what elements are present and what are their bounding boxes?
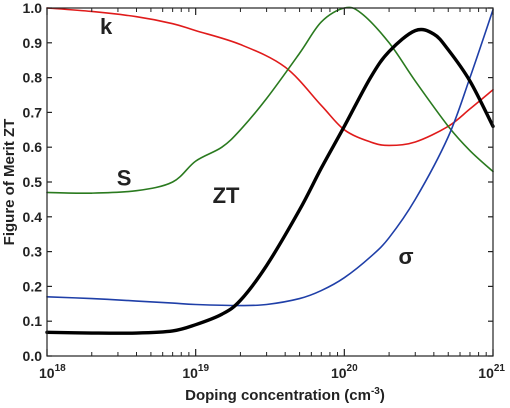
- series-line-k: [46, 7, 494, 147]
- y-axis: 0.0 0.1 0.2 0.3 0.4 0.5 0.6 0.7 0.8 0.9 1.0: [23, 0, 493, 364]
- x-tick-label: 1019: [182, 363, 209, 381]
- curve-label-k: k: [100, 14, 113, 39]
- y-tick-label: 0.0: [23, 348, 43, 364]
- curve-labels: k S ZT σ: [100, 14, 414, 269]
- curve-label-zt: ZT: [213, 183, 240, 208]
- y-tick-label: 0.9: [23, 35, 43, 51]
- y-tick-label: 0.4: [23, 209, 43, 225]
- series-line-s: [46, 6, 494, 194]
- x-tick-label: 1020: [331, 363, 358, 381]
- series-line-sigma: [46, 8, 494, 307]
- y-tick-label: 0.3: [23, 244, 43, 260]
- y-tick-label: 0.1: [23, 313, 43, 329]
- y-tick-label: 0.7: [23, 104, 43, 120]
- x-axis: 1018 1019 1020 1021: [39, 8, 505, 381]
- series-line-zt: [45, 27, 495, 335]
- y-tick-label: 0.6: [23, 139, 43, 155]
- y-tick-label: 1.0: [23, 0, 43, 16]
- x-tick-label: 1018: [39, 363, 66, 381]
- curve-label-s: S: [117, 165, 132, 190]
- y-tick-label: 0.8: [23, 70, 43, 86]
- x-axis-title: Doping concentration (cm-3): [185, 386, 385, 404]
- y-tick-label: 0.2: [23, 278, 43, 294]
- y-axis-title: Figure of Merit ZT: [1, 119, 18, 246]
- curves-layer: [45, 6, 495, 335]
- y-tick-label: 0.5: [23, 174, 43, 190]
- x-tick-label: 1021: [478, 363, 505, 381]
- curve-label-sigma: σ: [398, 244, 413, 269]
